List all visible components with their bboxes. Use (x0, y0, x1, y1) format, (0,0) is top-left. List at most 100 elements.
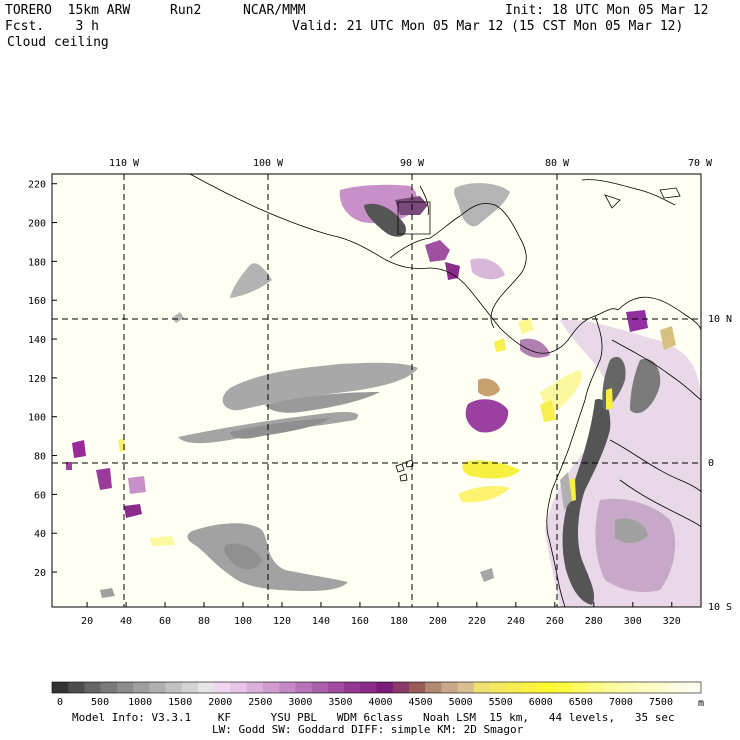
valid-time: Valid: 21 UTC Mon 05 Mar 12 (15 CST Mon … (292, 19, 684, 34)
y-tick-label: 140 (28, 335, 46, 346)
colorbar-swatch (522, 682, 540, 693)
colorbar-swatch (327, 682, 345, 693)
x-tick-label: 120 (273, 616, 291, 627)
lon-label-110w: 110 W (109, 158, 140, 169)
model-name: TORERO 15km ARW (5, 3, 131, 18)
colorbar-tick-label: 7000 (609, 697, 633, 708)
colorbar-swatch (538, 682, 556, 693)
x-tick-label: 200 (429, 616, 447, 627)
x-tick-label: 240 (507, 616, 525, 627)
colorbar-tick-label: 6000 (529, 697, 553, 708)
x-axis: 20 40 60 80 100 120 140 160 180 200 220 240 260 280 30… (81, 602, 681, 627)
colorbar-swatch (344, 682, 361, 693)
x-tick-label: 280 (585, 616, 603, 627)
colorbar-swatch (554, 682, 572, 693)
colorbar-swatch (652, 682, 669, 693)
colorbar-swatch (473, 682, 491, 693)
colorbar-tick-label: 500 (91, 697, 109, 708)
colorbar-swatch (149, 682, 166, 693)
colorbar-frame (51, 681, 702, 694)
x-tick-label: 140 (312, 616, 330, 627)
colorbar-swatch (68, 682, 85, 693)
colorbar-swatch (246, 682, 264, 693)
y-tick-label: 20 (34, 568, 46, 579)
colorbar-swatch (165, 682, 183, 693)
y-axis: 20 40 60 80 100 120 140 160 180 200 220 (28, 180, 57, 579)
x-tick-label: 220 (468, 616, 486, 627)
colorbar-tick-label: 1000 (128, 697, 152, 708)
colorbar-swatch (457, 682, 475, 693)
x-tick-label: 180 (390, 616, 408, 627)
y-tick-label: 100 (28, 413, 46, 424)
lon-label-80w: 80 W (545, 158, 570, 169)
colorbar-swatch (198, 682, 215, 693)
colorbar-swatch (181, 682, 199, 693)
colorbar-swatch (603, 682, 621, 693)
colorbar (51, 681, 702, 694)
colorbar-tick-label: 3500 (328, 697, 352, 708)
colorbar-swatch (133, 682, 150, 693)
x-tick-label: 40 (120, 616, 132, 627)
forecast-hour: Fcst. 3 h (5, 19, 99, 34)
colorbar-swatch (52, 682, 69, 693)
colorbar-swatch (668, 682, 686, 693)
colorbar-swatch (408, 682, 426, 693)
coastlines (189, 174, 701, 607)
colorbar-swatch (295, 682, 312, 693)
x-tick-label: 320 (663, 616, 681, 627)
x-tick-label: 20 (81, 616, 93, 627)
x-tick-label: 260 (546, 616, 564, 627)
colorbar-tick-label: 6500 (569, 697, 593, 708)
colorbar-swatch (84, 682, 101, 693)
colorbar-tick-label: 2500 (248, 697, 272, 708)
y-tick-label: 160 (28, 296, 46, 307)
latlon-grid (52, 174, 701, 607)
lat-label-0: 0 (708, 458, 714, 469)
colorbar-swatch (279, 682, 296, 693)
lon-label-90w: 90 W (400, 158, 425, 169)
y-tick-label: 220 (28, 180, 46, 191)
colorbar-swatch (636, 682, 653, 693)
colorbar-tick-label: 2000 (208, 697, 232, 708)
cloud-ceiling-yellow-fields (118, 318, 582, 546)
map-content (52, 174, 701, 607)
colorbar-swatch (571, 682, 588, 693)
org-label: NCAR/MMM (243, 3, 306, 18)
colorbar-swatch (506, 682, 523, 693)
colorbar-swatch (425, 682, 442, 693)
colorbar-tick-label: 3000 (288, 697, 312, 708)
init-time: Init: 18 UTC Mon 05 Mar 12 (505, 3, 709, 18)
model-info: Model Info: V3.3.1 KF YSU PBL WDM 6class… (72, 711, 675, 724)
colorbar-swatch (100, 682, 118, 693)
x-tick-label: 300 (624, 616, 642, 627)
colorbar-swatch (116, 682, 134, 693)
colorbar-tick-label: 4500 (409, 697, 433, 708)
x-tick-label: 100 (234, 616, 252, 627)
lat-label-10n: 10 N (708, 314, 732, 325)
colorbar-swatch (214, 682, 231, 693)
colorbar-swatch (311, 682, 329, 693)
y-tick-label: 60 (34, 490, 46, 501)
y-tick-label: 180 (28, 257, 46, 268)
colorbar-labels: 0 500 1000 1500 2000 2500 3000 3500 4000 4500 5000… (57, 697, 673, 708)
colorbar-swatch (490, 682, 507, 693)
run-label: Run2 (170, 3, 202, 18)
lon-label-100w: 100 W (253, 158, 284, 169)
colorbar-swatch (262, 682, 280, 693)
colorbar-unit: m (698, 698, 704, 709)
colorbar-swatch (376, 682, 394, 693)
x-tick-label: 80 (198, 616, 210, 627)
lat-labels: 10 N 0 10 S (708, 314, 732, 613)
colorbar-tick-label: 0 (57, 697, 63, 708)
colorbar-swatch (360, 682, 377, 693)
lat-label-10s: 10 S (708, 602, 732, 613)
colorbar-swatch (684, 682, 702, 693)
physics-info: LW: Godd SW: Goddard DIFF: simple KM: 2D… (212, 723, 524, 736)
lon-labels: 110 W 100 W 90 W 80 W 70 W (109, 158, 713, 169)
colorbar-tick-label: 5500 (489, 697, 513, 708)
colorbar-swatch (619, 682, 637, 693)
colorbar-swatch (230, 682, 247, 693)
x-tick-label: 160 (351, 616, 369, 627)
colorbar-swatch (441, 682, 458, 693)
